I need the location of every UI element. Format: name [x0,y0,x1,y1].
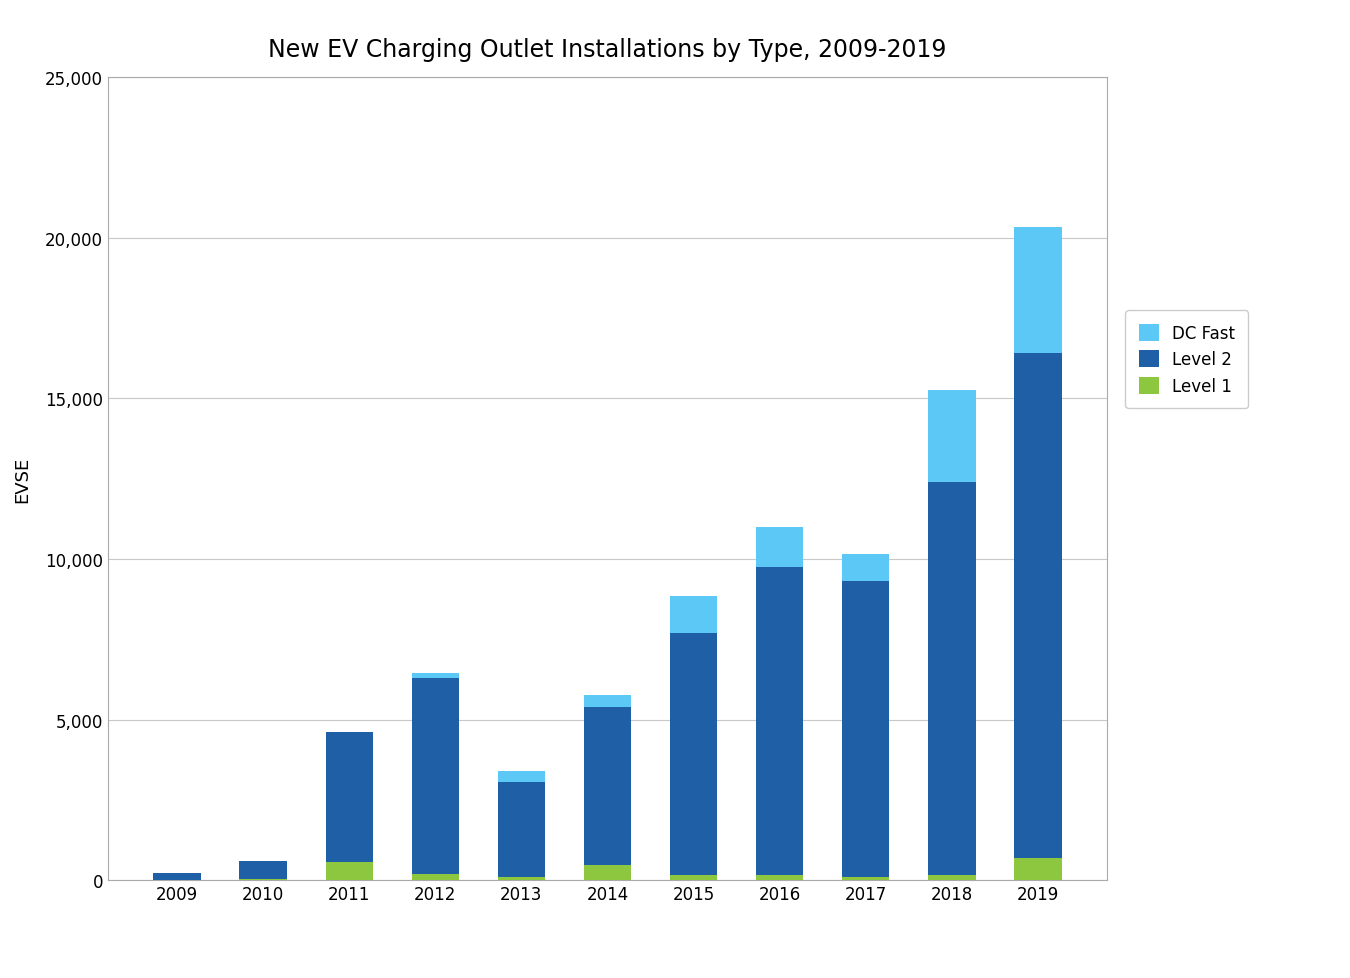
Bar [756,875,803,880]
Bar [583,695,632,708]
Title: New EV Charging Outlet Installations by Type, 2009-2019: New EV Charging Outlet Installations by … [269,38,946,63]
Bar [583,865,632,880]
Bar [325,863,373,880]
Bar [154,873,201,880]
Bar [498,877,545,880]
Bar [325,733,373,863]
Bar [670,633,717,875]
Bar [670,875,717,880]
Bar [412,679,459,874]
Bar [239,861,286,879]
Bar [412,673,459,679]
Bar [1014,228,1061,354]
Bar [498,771,545,782]
Bar [929,875,976,880]
Bar [412,874,459,880]
Bar [929,482,976,875]
Bar [670,597,717,633]
Bar [842,877,890,880]
Legend: DC Fast, Level 2, Level 1: DC Fast, Level 2, Level 1 [1126,311,1249,409]
Bar [1014,354,1061,858]
Bar [498,782,545,877]
Bar [583,708,632,865]
Bar [929,391,976,482]
Bar [756,527,803,567]
Y-axis label: EVSE: EVSE [14,456,31,503]
Bar [1014,858,1061,880]
Bar [756,567,803,875]
Bar [842,582,890,877]
Bar [842,555,890,582]
